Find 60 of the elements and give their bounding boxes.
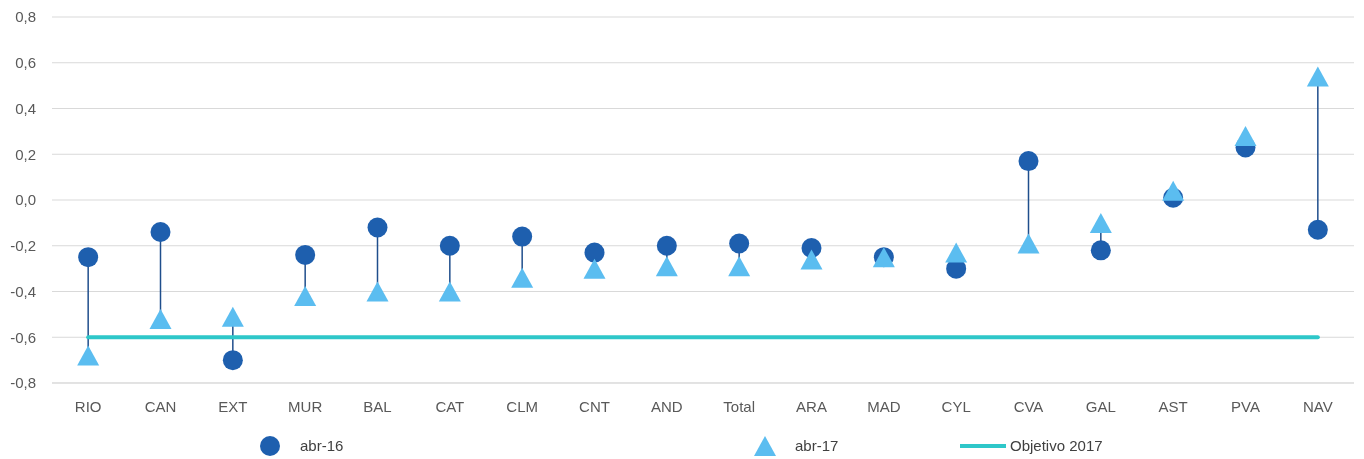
x-tick-label: MUR [288, 398, 323, 415]
point [438, 281, 461, 302]
point [511, 267, 534, 288]
x-tick-label: NAV [1302, 398, 1333, 415]
x-tick-label: RIO [74, 398, 102, 415]
x-tick-label: CNT [579, 398, 610, 415]
point [294, 286, 317, 307]
x-tick-label: PVA [1231, 398, 1260, 415]
point [1017, 233, 1040, 254]
point [1234, 125, 1257, 146]
x-tick-label: CYL [941, 398, 971, 415]
point [366, 281, 389, 302]
point [295, 244, 316, 265]
point [222, 350, 243, 371]
y-tick-label: 0,4 [15, 99, 36, 117]
point [1090, 240, 1111, 261]
y-tick-label: -0,8 [10, 374, 36, 392]
point [78, 247, 99, 268]
point [800, 249, 823, 270]
point [729, 233, 750, 254]
point [584, 242, 605, 263]
point [150, 222, 171, 243]
x-tick-label: AND [651, 398, 683, 415]
point [1307, 219, 1328, 240]
y-tick-label: -0,6 [10, 328, 36, 346]
y-tick-label: 0,6 [15, 54, 36, 71]
x-tick-label: EXT [218, 398, 248, 415]
y-tick-label: 0,8 [15, 8, 36, 26]
point [221, 306, 244, 327]
point [656, 235, 677, 256]
x-tick-label: CVA [1013, 398, 1044, 415]
x-tick-label: MAD [867, 398, 901, 415]
x-tick-label: Total [723, 398, 756, 415]
legend-label: Objetivo 2017 [1010, 437, 1103, 455]
point [1018, 151, 1039, 172]
y-tick-label: -0,4 [10, 282, 36, 300]
x-tick-label: CLM [506, 398, 538, 415]
point [367, 217, 388, 238]
legend-label: abr-17 [795, 437, 839, 455]
y-tick-label: 0,0 [15, 191, 36, 209]
x-tick-label: GAL [1085, 398, 1116, 415]
x-tick-label: AST [1158, 398, 1188, 415]
x-tick-label: ARA [796, 398, 827, 415]
point [728, 256, 751, 277]
point [439, 235, 460, 256]
point [583, 258, 606, 279]
point [77, 345, 100, 366]
y-tick-label: 0,2 [15, 145, 36, 163]
x-tick-label: CAT [435, 398, 465, 415]
point [655, 256, 678, 277]
point [149, 308, 172, 329]
point [1306, 66, 1329, 87]
point [1162, 180, 1185, 201]
point [1089, 212, 1112, 233]
x-tick-label: BAL [363, 398, 392, 415]
legend-label: abr-16 [300, 437, 344, 455]
y-tick-label: -0,2 [10, 237, 36, 254]
point [945, 242, 968, 263]
x-tick-label: CAN [144, 398, 177, 415]
point [512, 226, 533, 247]
